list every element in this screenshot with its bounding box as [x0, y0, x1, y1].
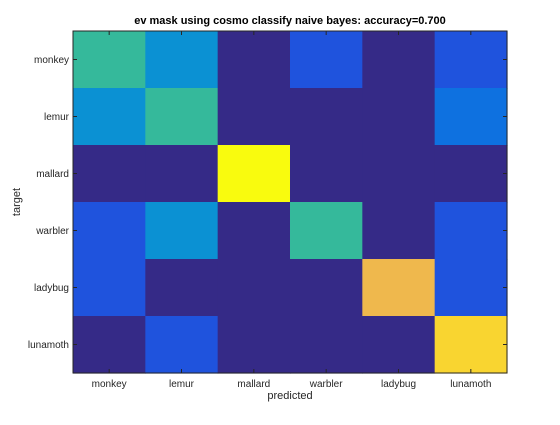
- heatmap-cell-monkey-ladybug: [362, 31, 436, 89]
- heatmap-cell-mallard-lunamoth: [434, 145, 508, 203]
- heatmap-cell-lunamoth-mallard: [217, 316, 291, 374]
- heatmap-cell-lemur-mallard: [217, 88, 291, 146]
- x-tick-label-lunamoth: lunamoth: [450, 379, 491, 390]
- heatmap-cell-lemur-warbler: [290, 88, 363, 146]
- plot-frame: [72, 30, 508, 374]
- x-tick-label-ladybug: ladybug: [381, 379, 416, 390]
- chart-title: ev mask using cosmo classify naive bayes…: [134, 15, 446, 27]
- heatmap-cell-monkey-lunamoth: [434, 31, 508, 89]
- heatmap-cell-mallard-ladybug: [362, 145, 436, 203]
- heatmap-cells: [73, 31, 508, 374]
- heatmap-cell-mallard-monkey: [73, 145, 146, 203]
- y-tick-label-ladybug: ladybug: [34, 283, 69, 294]
- heatmap-cell-warbler-warbler: [290, 202, 363, 260]
- x-tick-label-mallard: mallard: [237, 379, 270, 390]
- y-tick-label-monkey: monkey: [34, 55, 69, 66]
- x-tick-label-warbler: warbler: [309, 379, 343, 390]
- heatmap-cell-warbler-lunamoth: [434, 202, 508, 260]
- heatmap-cell-lemur-ladybug: [362, 88, 436, 146]
- heatmap-cell-warbler-ladybug: [362, 202, 436, 260]
- heatmap-cell-warbler-mallard: [217, 202, 291, 260]
- heatmap-cell-lemur-lemur: [145, 88, 219, 146]
- heatmap-cell-mallard-warbler: [290, 145, 363, 203]
- y-tick-label-lunamoth: lunamoth: [28, 340, 69, 351]
- heatmap-cell-lunamoth-lunamoth: [434, 316, 508, 374]
- x-tick-label-lemur: lemur: [169, 379, 195, 390]
- y-tick-label-lemur: lemur: [44, 112, 70, 123]
- y-tick-labels: monkey lemur mallard warbler ladybug lunamoth: [28, 55, 70, 351]
- heatmap-cell-lunamoth-warbler: [290, 316, 363, 374]
- x-axis-label: predicted: [267, 390, 312, 402]
- x-tick-labels: monkey lemur mallard warbler ladybug lunamoth: [92, 379, 492, 390]
- heatmap-cell-monkey-lemur: [145, 31, 219, 89]
- heatmap-cell-mallard-lemur: [145, 145, 219, 203]
- y-tick-label-mallard: mallard: [36, 169, 69, 180]
- axis-ticks: [73, 31, 507, 373]
- heatmap-cell-ladybug-lemur: [145, 259, 219, 317]
- heatmap-cell-ladybug-mallard: [217, 259, 291, 317]
- heatmap-cell-lunamoth-monkey: [73, 316, 146, 374]
- heatmap-cell-lunamoth-lemur: [145, 316, 219, 374]
- y-axis-label: target: [11, 188, 23, 216]
- heatmap-cell-warbler-monkey: [73, 202, 146, 260]
- heatmap-cell-ladybug-ladybug: [362, 259, 436, 317]
- heatmap-cell-mallard-mallard: [217, 145, 291, 203]
- y-tick-label-warbler: warbler: [35, 226, 69, 237]
- heatmap-cell-monkey-monkey: [73, 31, 146, 89]
- x-tick-label-monkey: monkey: [92, 379, 127, 390]
- heatmap-cell-lemur-lunamoth: [434, 88, 508, 146]
- heatmap-cell-monkey-warbler: [290, 31, 363, 89]
- heatmap-cell-ladybug-warbler: [290, 259, 363, 317]
- heatmap-cell-lemur-monkey: [73, 88, 146, 146]
- heatmap-cell-ladybug-lunamoth: [434, 259, 508, 317]
- heatmap-cell-lunamoth-ladybug: [362, 316, 436, 374]
- heatmap-cell-warbler-lemur: [145, 202, 219, 260]
- heatmap-cell-ladybug-monkey: [73, 259, 146, 317]
- heatmap-cell-monkey-mallard: [217, 31, 291, 89]
